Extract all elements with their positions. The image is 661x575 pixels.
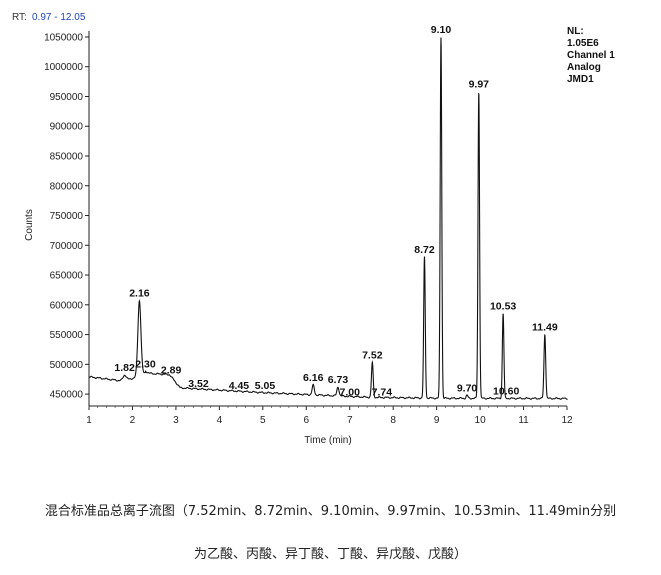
y-tick-label: 1050000 xyxy=(44,32,83,43)
peak-label: 9.70 xyxy=(457,382,478,394)
x-tick-label: 2 xyxy=(130,415,136,426)
x-tick-label: 11 xyxy=(518,415,529,426)
peak-label: 7.74 xyxy=(372,386,393,398)
info-line: JMD1 xyxy=(567,74,594,85)
peak-label: 4.45 xyxy=(229,380,250,392)
x-axis-title: Time (min) xyxy=(304,435,351,446)
y-tick-label: 600000 xyxy=(50,300,84,311)
info-line: Channel 1 xyxy=(567,50,615,61)
y-tick-label: 950000 xyxy=(50,92,84,103)
peak-label: 8.72 xyxy=(414,244,435,256)
x-tick-label: 7 xyxy=(347,415,353,426)
y-tick-label: 550000 xyxy=(50,330,84,341)
x-tick-label: 8 xyxy=(390,415,396,426)
y-axis-title: Counts xyxy=(24,209,35,241)
info-line: NL: xyxy=(567,26,584,37)
peak-label: 3.52 xyxy=(188,378,209,390)
x-tick-label: 12 xyxy=(561,415,573,426)
y-tick-label: 900000 xyxy=(50,122,84,133)
y-tick-label: 750000 xyxy=(50,211,84,222)
peak-label: 6.16 xyxy=(303,372,324,384)
rt-label: RT: xyxy=(12,12,27,23)
x-tick-label: 6 xyxy=(303,415,309,426)
y-tick-label: 1000000 xyxy=(44,62,83,73)
peak-label: 5.05 xyxy=(255,380,276,392)
x-tick-label: 1 xyxy=(86,415,92,426)
y-tick-label: 650000 xyxy=(50,271,84,282)
info-line: 1.05E6 xyxy=(567,38,599,49)
peak-label: 1.82 xyxy=(114,362,135,374)
rt-range: 0.97 - 12.05 xyxy=(32,12,86,23)
peak-label: 9.97 xyxy=(469,79,490,91)
y-tick-label: 450000 xyxy=(50,390,84,401)
figure-caption-line1: 混合标准品总离子流图（7.52min、8.72min、9.10min、9.97m… xyxy=(44,504,617,519)
y-axis: 450000 500000 550000 600000 650000 700000 7500… xyxy=(44,31,90,406)
peak-label: 11.49 xyxy=(532,322,558,334)
peak-labels: 1.82 2.16 2.30 2.89 3.52 4.45 5.05 6.16 6.737.00… xyxy=(114,24,557,399)
y-tick-label: 800000 xyxy=(50,181,84,192)
x-tick-label: 3 xyxy=(173,415,179,426)
x-tick-label: 10 xyxy=(475,415,487,426)
peak-label: 10.53 xyxy=(490,301,516,313)
y-tick-label: 500000 xyxy=(50,360,84,371)
peak-label: 2.16 xyxy=(129,288,150,300)
tic-trace xyxy=(88,37,568,400)
y-tick-label: 700000 xyxy=(50,241,84,252)
info-line: Analog xyxy=(567,62,601,73)
x-tick-label: 4 xyxy=(217,415,223,426)
peak-label: 7.52 xyxy=(362,350,383,362)
peak-label: 2.89 xyxy=(161,364,182,376)
peak-label: 6.73 xyxy=(328,374,349,386)
figure-caption-line2: 为乙酸、丙酸、异丁酸、丁酸、异戊酸、戊酸） xyxy=(193,547,467,562)
y-tick-label: 850000 xyxy=(50,152,84,163)
x-tick-label: 9 xyxy=(434,415,440,426)
x-tick-label: 5 xyxy=(260,415,266,426)
peak-label: 2.30 xyxy=(135,358,156,370)
x-axis: 1 2 3 4 5 6 7 8 9 10 11 12 xyxy=(86,405,573,426)
peak-label: 7.00 xyxy=(340,386,361,398)
peak-label: 9.10 xyxy=(431,24,452,36)
peak-label: 10.60 xyxy=(493,385,519,397)
